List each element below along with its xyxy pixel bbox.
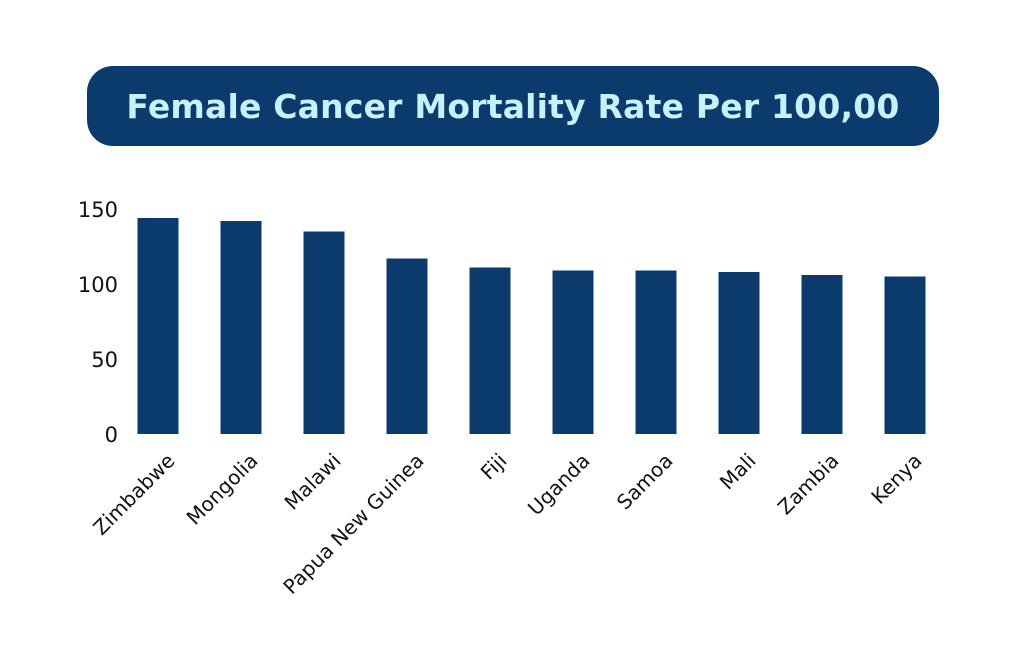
x-category-label: Uganda	[523, 449, 595, 521]
x-category-label: Mali	[715, 449, 761, 495]
x-category-label: Mongolia	[182, 449, 263, 530]
y-tick-label: 150	[78, 198, 118, 222]
bar[interactable]	[220, 221, 262, 434]
bar[interactable]	[884, 276, 926, 435]
bar[interactable]	[718, 272, 760, 434]
y-tick-label: 100	[78, 273, 118, 297]
x-category-label: Zambia	[773, 449, 844, 520]
bar[interactable]	[386, 258, 428, 435]
bar[interactable]	[469, 267, 511, 435]
x-category-label: Papua New Guinea	[278, 449, 428, 599]
bar[interactable]	[801, 275, 843, 434]
x-category-label: Fiji	[476, 449, 512, 485]
bar[interactable]	[635, 270, 677, 435]
y-tick-label: 50	[91, 348, 118, 372]
bar[interactable]	[303, 231, 345, 435]
bar[interactable]	[552, 270, 594, 435]
chart-title-banner: Female Cancer Mortality Rate Per 100,00	[87, 66, 939, 146]
x-category-label: Zimbabwe	[88, 449, 179, 540]
x-category-label: Malawi	[280, 449, 346, 515]
bar[interactable]	[137, 218, 179, 434]
chart-title: Female Cancer Mortality Rate Per 100,00	[126, 86, 900, 126]
x-category-label: Kenya	[866, 449, 926, 509]
y-tick-label: 0	[105, 423, 118, 447]
x-category-label: Samoa	[612, 449, 678, 515]
